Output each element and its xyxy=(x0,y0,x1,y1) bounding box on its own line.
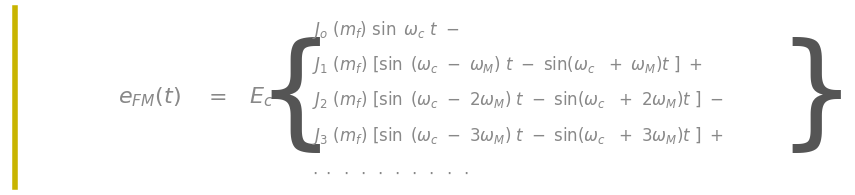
Text: $J_2\ (m_f)\ [\sin\ (\omega_c\ -\ 2\omega_M)\ t\ -\ \sin(\omega_c\ \ +\ 2\omega_: $J_2\ (m_f)\ [\sin\ (\omega_c\ -\ 2\omeg… xyxy=(312,90,724,111)
Text: $J_1\ (m_f)\ [\sin\ (\omega_c\ -\ \omega_M)\ t\ -\ \sin(\omega_c\ \ +\ \omega_M): $J_1\ (m_f)\ [\sin\ (\omega_c\ -\ \omega… xyxy=(312,54,703,76)
Text: $E_c$: $E_c$ xyxy=(249,86,273,109)
Text: }: } xyxy=(777,37,855,158)
Text: $\cdot\ \cdot\ \cdot\ \cdot\ \cdot\ \cdot\ \cdot\ \cdot\ \cdot\ \cdot$: $\cdot\ \cdot\ \cdot\ \cdot\ \cdot\ \cdo… xyxy=(312,164,469,182)
Text: $J_3\ (m_f)\ [\sin\ (\omega_c\ -\ 3\omega_M)\ t\ -\ \sin(\omega_c\ \ +\ 3\omega_: $J_3\ (m_f)\ [\sin\ (\omega_c\ -\ 3\omeg… xyxy=(312,125,724,146)
Text: {: { xyxy=(255,37,335,158)
Text: $J_o\ (m_f)\ \sin\ \omega_c\ t\ -$: $J_o\ (m_f)\ \sin\ \omega_c\ t\ -$ xyxy=(312,19,459,41)
Text: =: = xyxy=(209,88,227,107)
Text: $e_{FM}$$(t)$: $e_{FM}$$(t)$ xyxy=(118,86,181,109)
